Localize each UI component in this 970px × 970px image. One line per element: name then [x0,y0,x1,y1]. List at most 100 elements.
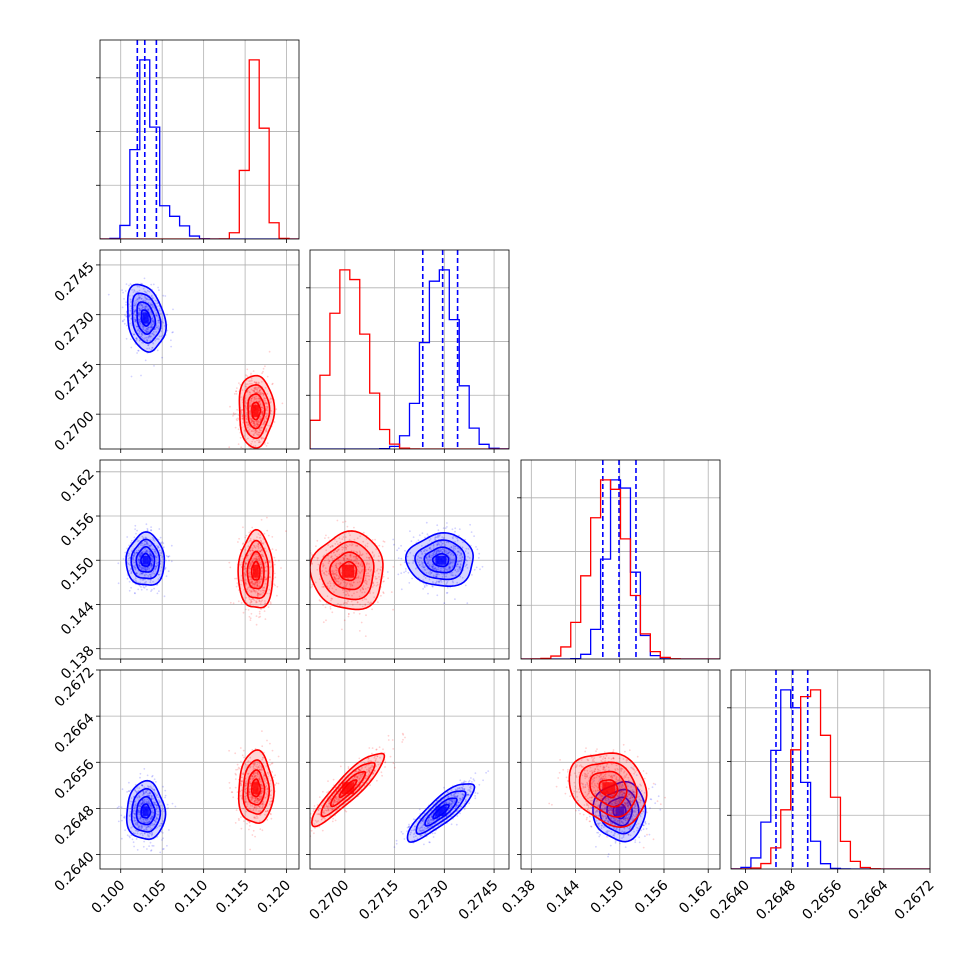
panel-frame [99,249,300,450]
histogram-panel-0 [96,39,300,243]
x-tick-label: 0.138 [499,877,539,917]
contour-line-blue [404,532,474,587]
contour-line-red [320,761,376,818]
density-peak-red [253,564,259,578]
density-peak-red [342,782,355,795]
contour-line-red [242,384,271,440]
y-tick-label: 0.2656 [52,757,98,803]
contour-line-red [251,401,262,421]
contour-line-red [246,769,266,806]
contour-line-blue [126,283,167,353]
contour-line-red [330,770,367,808]
histogram-panel-1 [306,249,510,453]
x-tick-label: 0.100 [89,877,129,917]
scatter-panel-3-0: 0.100 0.105 0.110 0.115 0.120 0.26400.26480.2… [52,664,300,917]
y-tick-label: 0.150 [58,555,98,595]
panel-frame [99,459,300,660]
y-tick-label: 0.156 [58,510,98,550]
panel-frame [309,669,510,870]
contour-line-blue [125,531,166,586]
y-tick-label: 0.2745 [52,259,98,305]
x-tick-label: 0.2730 [406,877,452,923]
contour-line-blue [136,301,157,335]
contour-line-red [242,759,271,815]
contour-line-blue [414,539,466,581]
y-tick-label: 0.2715 [52,359,98,405]
x-tick-label: 0.105 [130,877,170,917]
x-tick-label: 0.150 [588,877,628,917]
contour-line-blue [130,787,162,833]
x-tick-label: 0.144 [543,877,583,917]
contour-line-red [589,770,628,808]
x-tick-label: 0.156 [632,877,672,917]
panel-frame [309,459,510,660]
contour-line-red [329,551,366,591]
scatter-points-blue [386,521,484,605]
x-tick-label: 0.120 [255,877,295,917]
contour-line-red [338,779,358,799]
histogram-series-blue [731,689,930,869]
histogram-series-red [521,479,720,659]
y-tick-label: 0.2648 [52,803,98,849]
contour-line-red [241,539,270,599]
scatter-panel-3-2: 0.138 0.144 0.150 0.156 0.162 [499,669,721,917]
density-peak-blue [142,312,149,324]
histogram-series-red [310,269,509,449]
contour-line-blue [406,783,476,843]
contour-line-red [246,550,265,590]
contour-line-red [250,560,261,581]
contour-line-blue [130,538,161,580]
x-tick-label: 0.2656 [799,877,845,923]
contour-line-blue [423,546,458,574]
x-tick-label: 0.2700 [306,877,352,923]
contour-line-red [247,393,266,430]
density-peak-red [342,564,355,578]
contour-line-blue [431,552,450,568]
x-tick-label: 0.110 [172,877,212,917]
density-peak-blue [615,806,625,817]
contour-line-blue [424,797,458,827]
contour-line-blue [140,552,151,567]
scatter-panel-3-1: 0.2700 0.2715 0.2730 0.2745 [306,669,510,923]
scatter-panel-2-1 [306,459,510,663]
contour-line-red [310,530,384,611]
contour-line-blue [140,309,152,327]
density-peak-blue [142,806,149,817]
panel-frame [99,39,300,240]
x-tick-label: 0.2648 [753,877,799,923]
contour-line-blue [131,292,162,344]
contour-line-blue [135,545,156,573]
y-tick-label: 0.162 [58,466,98,506]
density-peak-red [253,404,259,417]
y-tick-label: 0.2730 [52,309,98,355]
contour-line-red [237,749,275,824]
histogram-panel-3: 0.2640 0.2648 0.2656 0.2664 0.2672 [707,669,938,923]
contour-line-red [338,560,358,582]
contour-line-blue [606,796,633,827]
y-tick-label: 0.2640 [52,849,98,895]
x-tick-label: 0.2715 [356,877,402,923]
contour-line-red [319,540,375,601]
panel-frame [520,669,721,870]
density-peak-blue [435,806,447,817]
contour-line-blue [140,803,152,819]
density-peak-blue [435,555,447,565]
y-tick-label: 0.144 [58,599,98,639]
x-tick-label: 0.2745 [456,877,502,923]
contour-line-red [237,528,274,609]
histogram-series-blue [310,269,509,449]
contour-line-red [568,752,648,828]
density-peak-red [253,782,259,795]
contour-line-blue [592,780,647,843]
contour-line-blue [599,788,640,835]
y-tick-label: 0.2700 [52,409,98,455]
histogram-series-blue [100,59,299,239]
x-tick-label: 0.2640 [707,877,753,923]
panel-frame [730,669,931,870]
contour-line-red [311,752,386,828]
x-tick-label: 0.115 [213,877,253,917]
density-peak-red [602,782,616,795]
contour-line-blue [135,795,156,826]
